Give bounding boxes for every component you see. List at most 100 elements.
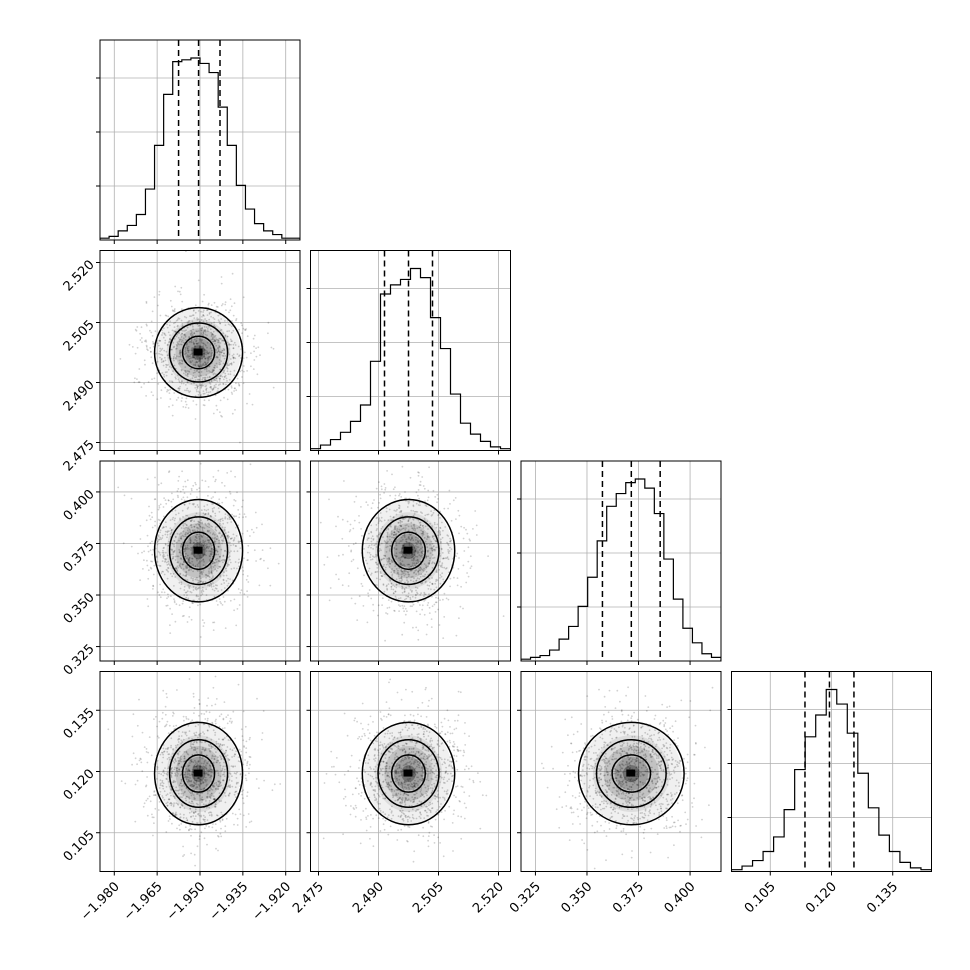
scatter-point bbox=[187, 506, 190, 509]
scatter-point bbox=[420, 738, 422, 740]
scatter-point bbox=[217, 341, 219, 344]
scatter-point bbox=[376, 567, 379, 569]
scatter-point bbox=[177, 737, 180, 740]
scatter-point bbox=[163, 497, 166, 499]
scatter-point bbox=[372, 789, 375, 791]
scatter-point bbox=[413, 793, 415, 796]
scatter-point bbox=[395, 510, 397, 512]
scatter-point bbox=[397, 569, 399, 572]
scatter-point bbox=[172, 812, 174, 815]
scatter-point bbox=[202, 748, 205, 751]
scatter-point bbox=[214, 526, 217, 529]
scatter-point bbox=[156, 372, 158, 375]
scatter-point bbox=[227, 388, 230, 391]
scatter-point bbox=[211, 771, 213, 773]
scatter-point bbox=[419, 521, 422, 524]
scatter-point bbox=[218, 785, 221, 787]
scatter-point bbox=[222, 718, 225, 721]
scatter-point bbox=[180, 369, 183, 372]
scatter-point bbox=[201, 748, 204, 751]
scatter-point bbox=[219, 377, 221, 380]
scatter-point bbox=[438, 806, 441, 808]
scatter-point bbox=[162, 689, 165, 692]
scatter-point bbox=[193, 748, 196, 751]
scatter-point bbox=[412, 626, 414, 629]
scatter-point bbox=[216, 380, 219, 382]
scatter-point bbox=[416, 591, 418, 594]
scatter-point bbox=[417, 561, 420, 564]
scatter-point bbox=[233, 747, 236, 749]
scatter-point bbox=[433, 523, 436, 526]
scatter-point bbox=[232, 533, 235, 536]
scatter-point bbox=[432, 767, 434, 770]
scatter-point bbox=[230, 386, 233, 389]
scatter-point bbox=[331, 766, 333, 768]
scatter-point bbox=[408, 566, 411, 569]
scatter-point bbox=[379, 532, 381, 534]
scatter-point bbox=[199, 741, 202, 744]
scatter-point bbox=[172, 804, 175, 806]
scatter-point bbox=[235, 535, 238, 537]
scatter-point bbox=[224, 355, 227, 357]
scatter-point bbox=[405, 538, 407, 541]
scatter-point bbox=[139, 757, 142, 760]
scatter-point bbox=[216, 551, 219, 553]
scatter-point bbox=[210, 331, 213, 334]
scatter-point bbox=[437, 608, 439, 611]
scatter-point bbox=[174, 555, 177, 558]
scatter-point bbox=[269, 584, 272, 587]
contour-0 bbox=[153, 498, 244, 603]
scatter-point bbox=[231, 749, 234, 752]
scatter-point bbox=[372, 777, 375, 780]
scatter-point bbox=[174, 285, 177, 288]
scatter-point bbox=[417, 546, 420, 548]
contour-1 bbox=[168, 739, 229, 809]
scatter-point bbox=[408, 783, 411, 786]
scatter-point bbox=[219, 782, 222, 785]
scatter-point bbox=[208, 381, 211, 384]
scatter-point bbox=[221, 354, 224, 357]
scatter-point bbox=[380, 488, 383, 491]
scatter-point bbox=[237, 509, 240, 511]
scatter-point bbox=[179, 537, 182, 540]
scatter-point bbox=[194, 536, 197, 538]
scatter-point bbox=[184, 544, 186, 547]
scatter-point bbox=[173, 540, 176, 542]
scatter-point bbox=[182, 715, 185, 718]
scatter-point bbox=[216, 550, 219, 553]
scatter-point bbox=[430, 547, 433, 550]
scatter-point bbox=[176, 771, 179, 773]
scatter-point bbox=[398, 542, 401, 545]
scatter-point bbox=[164, 334, 167, 337]
scatter-point bbox=[198, 569, 201, 572]
scatter-point bbox=[400, 540, 403, 542]
scatter-point bbox=[214, 478, 217, 481]
scatter-point bbox=[204, 741, 207, 744]
scatter-point bbox=[189, 590, 192, 593]
scatter-point bbox=[151, 310, 154, 313]
scatter-point bbox=[179, 796, 182, 798]
scatter-point bbox=[223, 768, 226, 771]
scatter-point bbox=[196, 526, 199, 529]
scatter-point bbox=[201, 757, 204, 760]
scatter-point bbox=[200, 594, 203, 597]
scatter-point bbox=[414, 564, 416, 567]
scatter-point bbox=[420, 787, 423, 789]
scatter-point bbox=[428, 753, 430, 756]
scatter-point bbox=[186, 554, 189, 557]
scatter-point bbox=[201, 573, 204, 576]
scatter-point bbox=[255, 560, 257, 562]
scatter-point bbox=[194, 782, 197, 785]
scatter-point bbox=[402, 544, 405, 547]
scatter-point bbox=[238, 513, 241, 516]
scatter-point bbox=[187, 356, 190, 358]
scatter-point bbox=[415, 559, 417, 562]
scatter-point bbox=[398, 783, 400, 786]
scatter-point bbox=[418, 766, 421, 769]
scatter-point bbox=[221, 415, 223, 418]
scatter-point bbox=[390, 533, 393, 536]
scatter-point bbox=[183, 548, 186, 551]
scatter-point bbox=[134, 783, 137, 786]
scatter-point bbox=[183, 503, 186, 506]
scatter-point bbox=[171, 492, 173, 495]
